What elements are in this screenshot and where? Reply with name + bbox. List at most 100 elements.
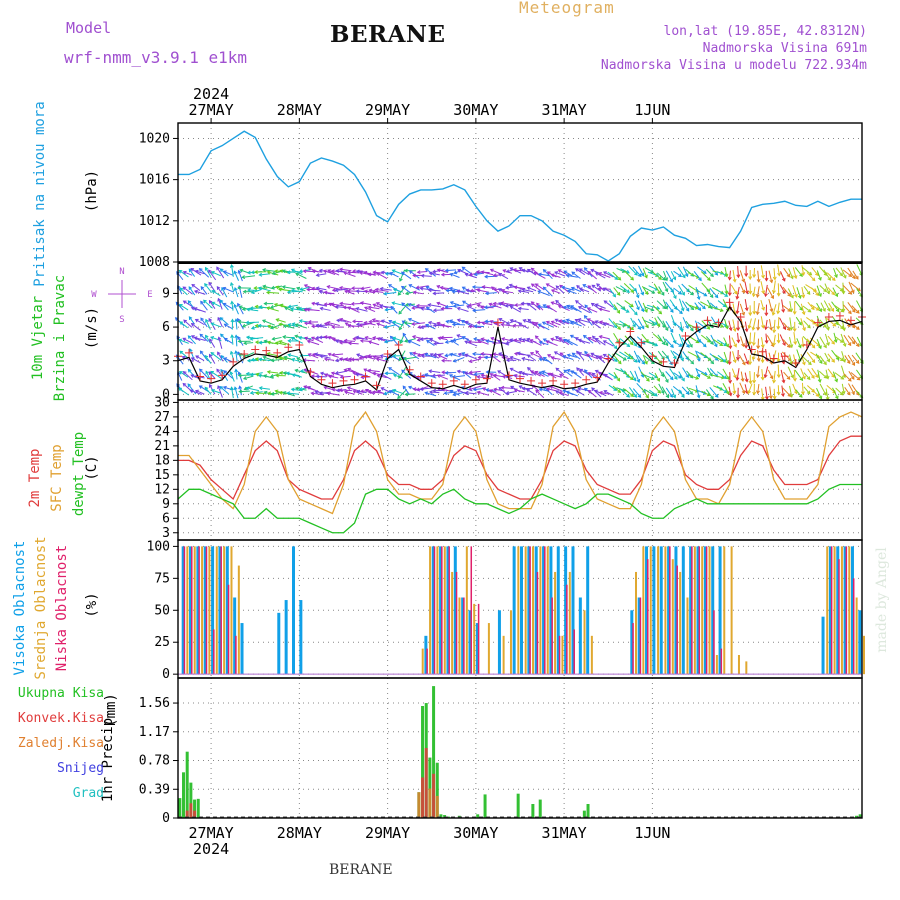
- wind-arrow-head: [424, 352, 429, 357]
- wind-arrow-head: [512, 323, 517, 328]
- high-cloud-bar: [836, 546, 840, 675]
- wind-arrow: [644, 267, 654, 273]
- wind-arrow-head: [672, 394, 677, 399]
- wind-arrow-head: [223, 323, 228, 328]
- wind-arrow: [539, 341, 549, 346]
- wind-arrow: [672, 350, 683, 359]
- wind-arrow-head: [617, 326, 621, 331]
- gust-marker: [328, 379, 337, 388]
- wind-arrow-head: [538, 387, 543, 392]
- wind-arrow: [397, 388, 408, 399]
- wind-arrow: [266, 291, 279, 294]
- wind-arrow-head: [255, 372, 260, 377]
- wind-arrow-head: [598, 355, 603, 360]
- wind-arrow: [712, 354, 724, 362]
- wind-arrow: [685, 355, 694, 365]
- wind-arrow: [498, 318, 508, 324]
- wind-arrow: [320, 355, 331, 359]
- wind-arrow-head: [786, 273, 791, 278]
- wind-arrow-head: [187, 383, 192, 388]
- wind-arrow: [259, 273, 271, 276]
- wind-arrow: [705, 268, 714, 277]
- wind-arrow-head: [411, 305, 416, 310]
- wind-arrow-head: [318, 323, 323, 328]
- wind-arrow: [773, 319, 776, 333]
- wind-arrow-head: [855, 343, 860, 348]
- wind-arrow: [678, 298, 684, 311]
- wind-arrow-head: [727, 276, 732, 281]
- wind-arrow: [773, 370, 776, 383]
- wind-arrow: [712, 339, 723, 346]
- low-cloud-bar: [213, 629, 215, 675]
- wind-arrow-head: [823, 344, 827, 349]
- wind-arrow-head: [310, 391, 315, 396]
- wind-arrow-head: [461, 266, 466, 271]
- wind-arrow: [477, 339, 489, 345]
- low-cloud-bar: [529, 546, 531, 675]
- wind-arrow-head: [724, 273, 729, 278]
- wind-arrow-head: [802, 327, 806, 332]
- wind-arrow: [424, 353, 437, 359]
- wind-arrow-head: [602, 340, 607, 344]
- wind-arrow-head: [562, 305, 567, 310]
- wind-arrow-head: [841, 290, 846, 295]
- wind-arrow: [800, 303, 805, 315]
- wind-arrow-head: [315, 273, 320, 277]
- mid-cloud-bar: [693, 546, 696, 675]
- wind-arrow-head: [776, 374, 781, 379]
- wind-arrow-head: [761, 290, 766, 295]
- wind-arrow: [398, 305, 406, 315]
- wind-arrow: [665, 387, 673, 398]
- wind-arrow: [230, 371, 235, 382]
- wind-arrow: [644, 306, 654, 311]
- wind-arrow-head: [247, 288, 251, 293]
- wind-arrow-head: [347, 323, 352, 328]
- wind-arrow: [793, 332, 796, 345]
- wind-arrow-head: [752, 379, 757, 384]
- wind-arrow-head: [339, 357, 343, 362]
- wind-arrow: [579, 287, 590, 293]
- wind-arrow-head: [204, 386, 209, 391]
- wind-arrow-head: [623, 357, 627, 361]
- wind-arrow: [571, 271, 581, 279]
- wind-arrow: [641, 387, 649, 399]
- gust-marker: [747, 345, 756, 354]
- wind-arrow-head: [834, 378, 839, 383]
- wind-arrow: [588, 390, 597, 398]
- wind-arrow: [603, 390, 614, 396]
- wind-arrow-head: [825, 375, 830, 380]
- wind-arrow-head: [469, 288, 474, 293]
- wind-arrow-head: [818, 360, 823, 364]
- wind-arrow-head: [736, 356, 740, 361]
- wind-arrow: [603, 322, 614, 327]
- wind-arrow: [599, 308, 610, 313]
- wind-arrow: [856, 264, 863, 276]
- wind-arrow-head: [695, 376, 700, 380]
- mid-cloud-bar: [863, 635, 865, 675]
- wind-arrow-head: [497, 288, 502, 292]
- wind-arrow-head: [456, 389, 461, 393]
- high-cloud-bar: [549, 546, 553, 675]
- wind-arrow: [441, 324, 452, 328]
- wind-arrow-head: [178, 338, 183, 343]
- wind-arrow-head: [616, 377, 621, 382]
- pressure-unit: (hPa): [84, 169, 100, 213]
- wind-arrow: [438, 354, 448, 360]
- wind-arrow: [608, 338, 618, 349]
- wind-arrow-head: [254, 270, 258, 275]
- wind-arrow-head: [233, 270, 238, 275]
- wind-arrow: [405, 393, 416, 395]
- wind-arrow: [200, 350, 209, 362]
- wind-arrow-head: [274, 269, 278, 274]
- gust-marker: [295, 341, 304, 350]
- wind-arrow: [222, 287, 234, 293]
- wind-arrow: [843, 304, 852, 314]
- wind-arrow: [760, 265, 764, 278]
- wind-arrow-head: [211, 301, 216, 306]
- high-cloud-bar: [189, 546, 193, 675]
- wind-arrow-head: [741, 278, 746, 283]
- wind-arrow: [782, 387, 791, 397]
- wind-arrow-head: [732, 328, 737, 333]
- wind-arrow: [551, 301, 561, 306]
- wind-arrow-head: [709, 372, 713, 377]
